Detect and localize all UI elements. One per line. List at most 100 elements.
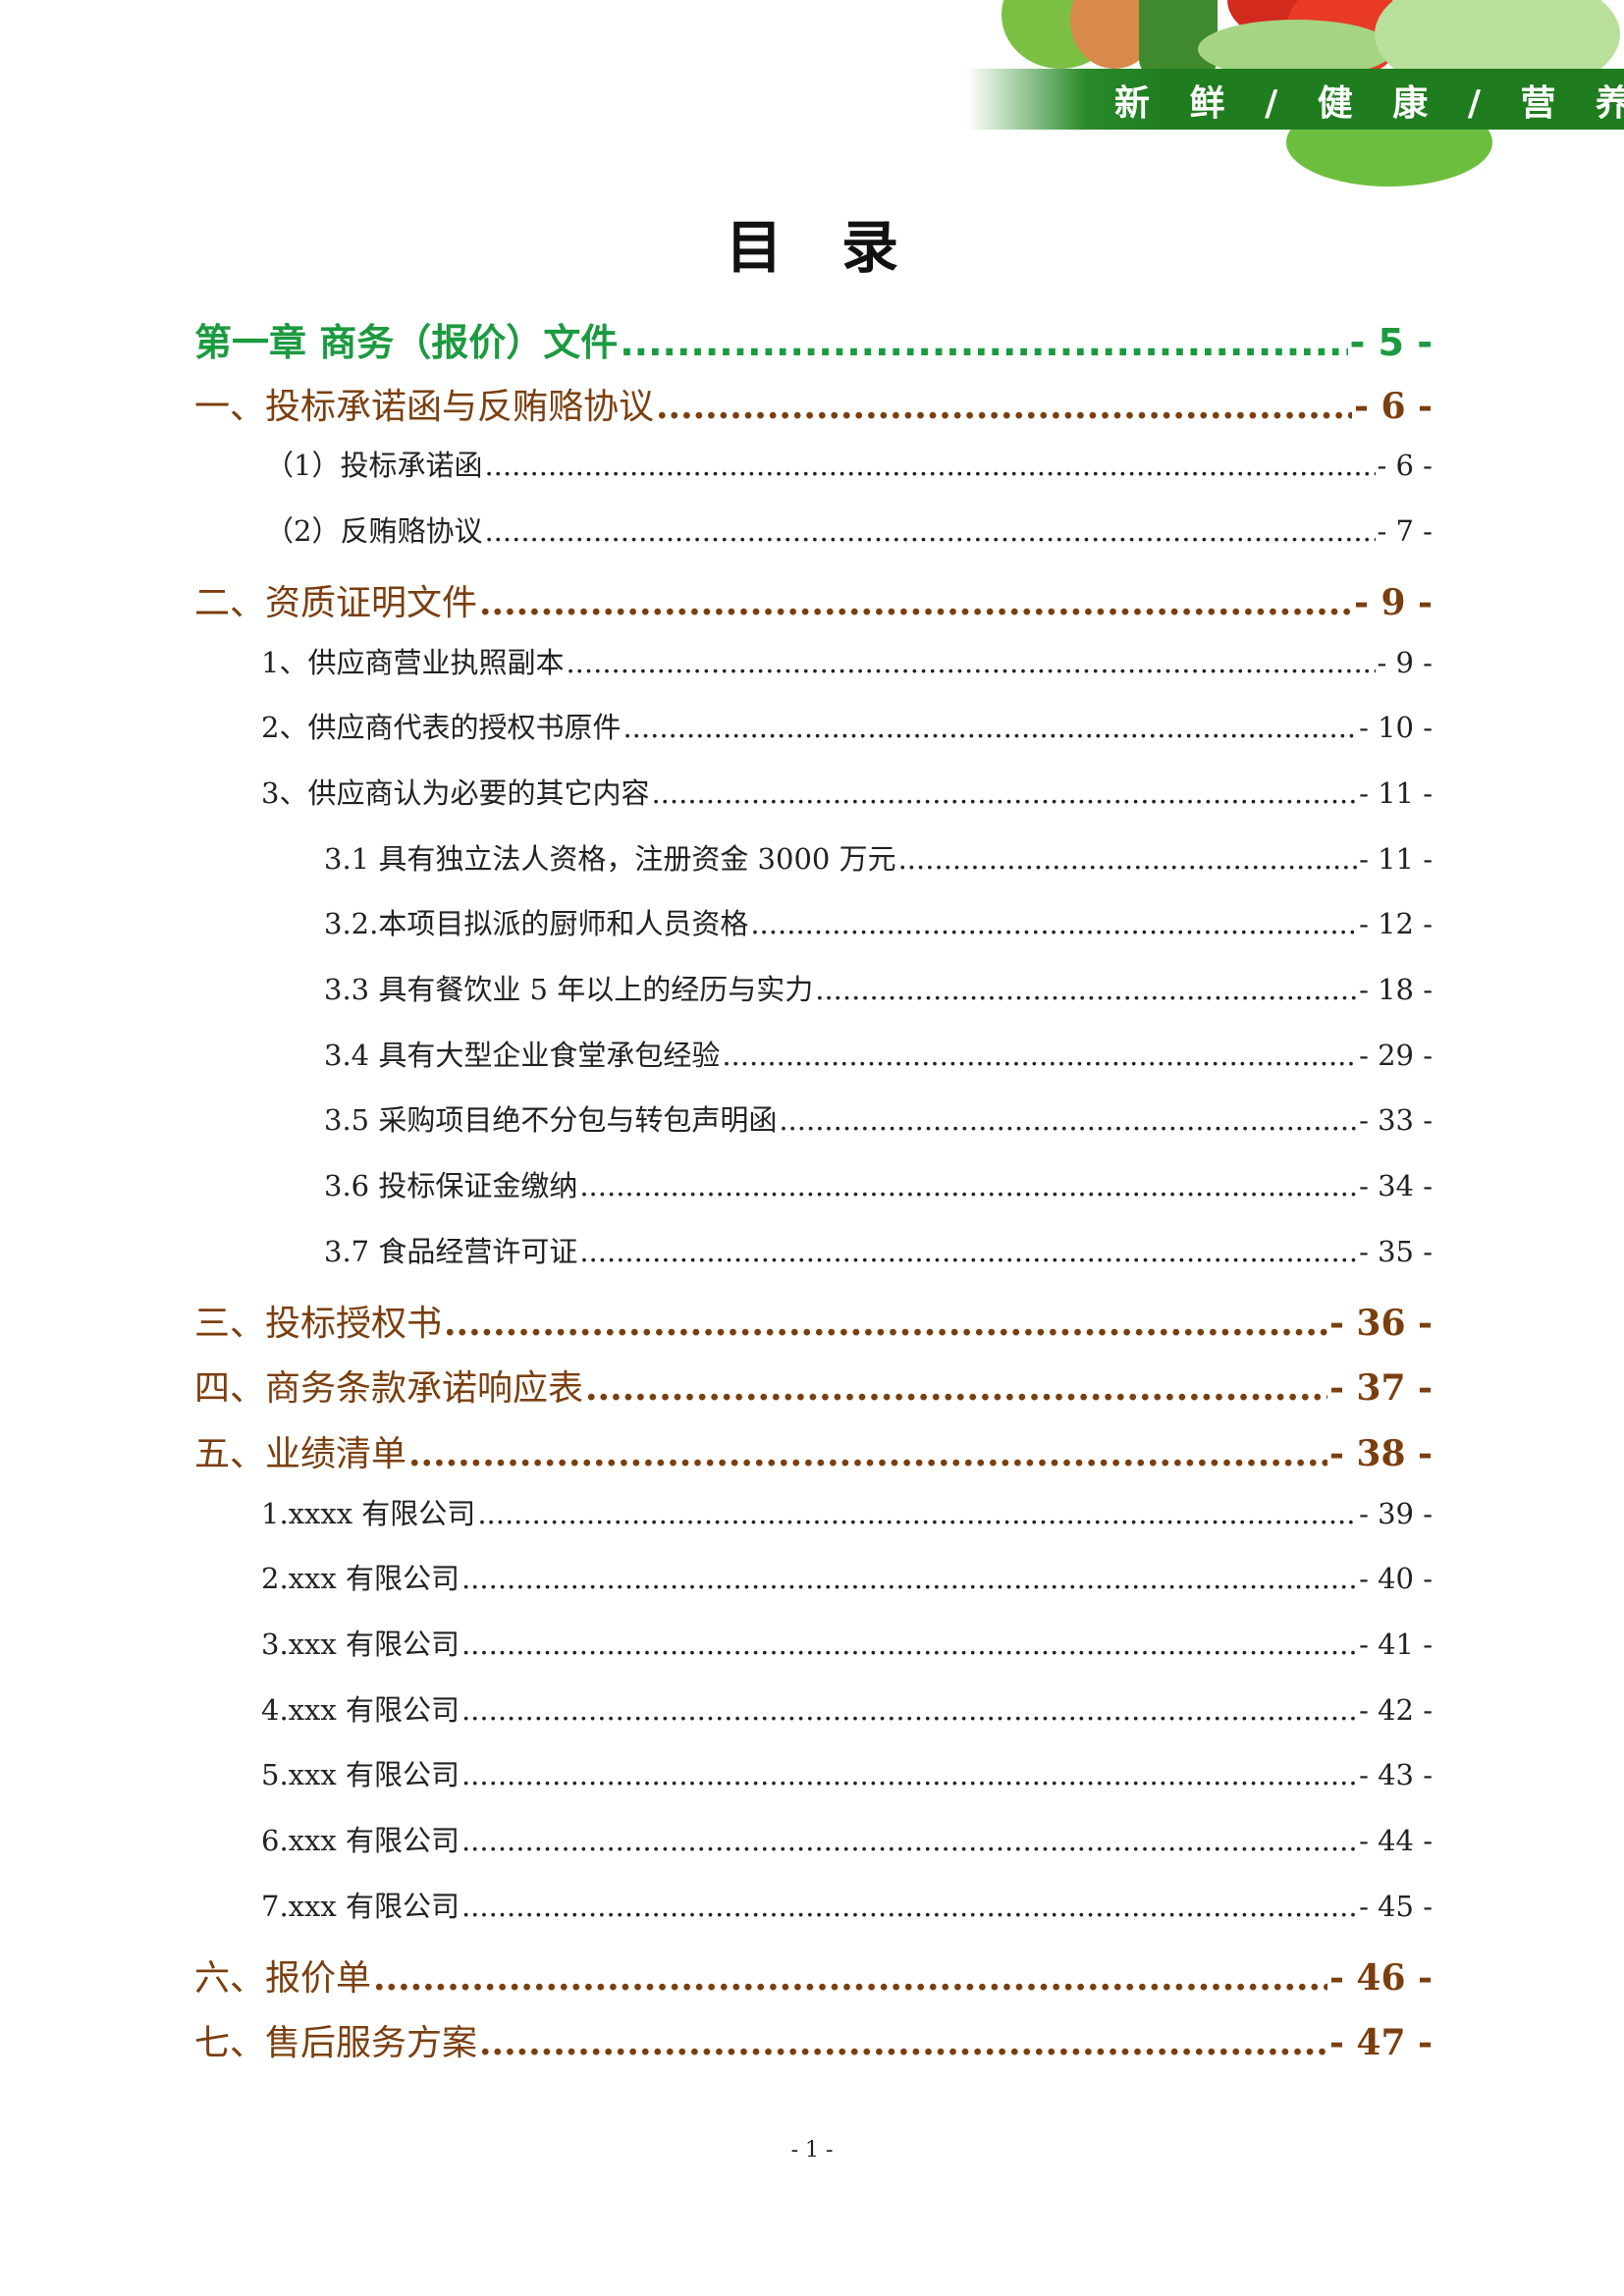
toc-entry[interactable]: （2）反贿赂协议 - 7 - (265, 508, 1433, 550)
toc-entry[interactable]: 六、报价单 - 46 - (194, 1949, 1433, 2001)
toc-entry[interactable]: 6.xxx 有限公司 - 44 - (261, 1818, 1433, 1859)
toc-entry-page: - 42 - (1359, 1692, 1433, 1727)
toc-dot-leader (461, 1758, 1357, 1791)
toc-entry-page: - 45 - (1359, 1889, 1433, 1923)
toc-entry[interactable]: 3.1 具有独立法人资格，注册资金 3000 万元 - 11 - (324, 836, 1433, 878)
toc-entry-label: 二、资质证明文件 (194, 582, 478, 623)
toc-entry-page: - 40 - (1359, 1562, 1433, 1596)
toc-entry[interactable]: 第一章 商务（报价）文件 - 5 - (194, 312, 1433, 366)
toc-entry-label: 3.3 具有餐饮业 5 年以上的经历与实力 (324, 973, 814, 1006)
page-title: 目录 (725, 214, 957, 281)
toc-entry-page: - 38 - (1328, 1432, 1433, 1474)
toc-dot-leader (477, 1497, 1357, 1530)
toc-dot-leader (484, 449, 1375, 482)
toc-dot-leader (656, 386, 1352, 427)
toc-entry-label: 3.2.本项目拟派的厨师和人员资格 (324, 907, 749, 941)
toc-entry[interactable]: 一、投标承诺函与反贿赂协议 - 6 - (194, 378, 1433, 429)
toc-dot-leader (566, 646, 1375, 679)
toc-entry-label: 第一章 商务（报价）文件 (194, 321, 619, 364)
toc-entry[interactable]: 3.4 具有大型企业食堂承包经验 - 29 - (324, 1033, 1433, 1074)
toc-entry-label: 3.4 具有大型企业食堂承包经验 (324, 1038, 721, 1072)
toc-entry[interactable]: 1.xxxx 有限公司 - 39 - (261, 1491, 1433, 1532)
toc-dot-leader (461, 1890, 1357, 1923)
toc-entry-page: - 9 - (1377, 645, 1434, 679)
toc-entry-label: 一、投标承诺函与反贿赂协议 (194, 386, 655, 427)
toc-entry-page: - 10 - (1359, 711, 1433, 745)
toc-entry[interactable]: 二、资质证明文件 - 9 - (194, 574, 1433, 625)
toc-entry-label: （2）反贿赂协议 (265, 514, 483, 549)
toc-entry-page: - 5 - (1349, 321, 1433, 364)
toc-entry[interactable]: 七、售后服务方案 - 47 - (194, 2014, 1433, 2065)
toc-entry-label: 3、供应商认为必要的其它内容 (261, 775, 650, 810)
toc-entry[interactable]: （1）投标承诺函 - 6 - (265, 443, 1433, 484)
toc-entry-label: 3.7 食品经营许可证 (324, 1234, 578, 1268)
toc-dot-leader (461, 1562, 1357, 1595)
toc-entry[interactable]: 2、供应商代表的授权书原件 - 10 - (261, 705, 1433, 746)
toc-entry-page: - 11 - (1359, 775, 1433, 810)
toc-entry-label: 6.xxx 有限公司 (261, 1824, 460, 1858)
toc-entry[interactable]: 7.xxx 有限公司 - 45 - (261, 1884, 1433, 1925)
toc-dot-leader (620, 321, 1347, 364)
page-number: - 1 - (790, 2138, 834, 2163)
toc-entry[interactable]: 3.3 具有餐饮业 5 年以上的经历与实力 - 18 - (324, 967, 1433, 1008)
toc-dot-leader (750, 907, 1357, 940)
toc-entry-page: - 37 - (1328, 1367, 1433, 1410)
toc-dot-leader (815, 973, 1357, 1006)
toc-dot-leader (373, 1957, 1327, 1999)
toc-entry[interactable]: 3.xxx 有限公司 - 41 - (261, 1622, 1433, 1663)
toc-dot-leader (651, 776, 1357, 810)
toc-entry-page: - 39 - (1359, 1496, 1433, 1530)
toc-dot-leader (461, 1693, 1357, 1727)
toc-entry-label: 四、商务条款承诺响应表 (194, 1368, 584, 1410)
toc-entry-label: 3.1 具有独立法人资格，注册资金 3000 万元 (324, 841, 896, 876)
toc-entry[interactable]: 3.5 采购项目绝不分包与转包声明函 - 33 - (324, 1097, 1433, 1139)
toc-dot-leader (408, 1433, 1327, 1474)
toc-entry[interactable]: 五、业绩清单 - 38 - (194, 1425, 1433, 1476)
toc-dot-leader (579, 1235, 1357, 1268)
toc-dot-leader (444, 1303, 1327, 1344)
toc-entry-page: - 29 - (1359, 1038, 1433, 1072)
toc-entry-label: 5.xxx 有限公司 (261, 1758, 460, 1792)
toc-entry[interactable]: 5.xxx 有限公司 - 43 - (261, 1752, 1433, 1793)
slogan-text: 新 鲜 / 健 康 / 营 养 (1114, 83, 1624, 124)
toc-entry-label: 五、业绩清单 (194, 1433, 407, 1474)
toc-dot-leader (623, 711, 1357, 744)
toc-entry-label: 2.xxx 有限公司 (261, 1562, 460, 1596)
slogan-banner (967, 69, 1624, 130)
toc-dot-leader (461, 1628, 1357, 1661)
toc-entry-page: - 6 - (1377, 449, 1434, 483)
toc-dot-leader (484, 514, 1375, 548)
toc-entry-page: - 41 - (1359, 1628, 1433, 1661)
toc-entry-label: 六、报价单 (194, 1957, 372, 1999)
toc-entry[interactable]: 三、投标授权书 - 36 - (194, 1295, 1433, 1346)
toc-dot-leader (585, 1367, 1327, 1409)
toc-entry-page: - 47 - (1328, 2022, 1433, 2064)
vegetable-header-image (962, 0, 1624, 187)
toc-entry[interactable]: 2.xxx 有限公司 - 40 - (261, 1556, 1433, 1597)
toc-entry-page: - 43 - (1359, 1758, 1433, 1792)
toc-entry-page: - 12 - (1359, 907, 1433, 941)
toc-entry[interactable]: 3.6 投标保证金缴纳 - 34 - (324, 1163, 1433, 1204)
toc-entry[interactable]: 3.2.本项目拟派的厨师和人员资格 - 12 - (324, 901, 1433, 942)
toc-entry-label: 3.6 投标保证金缴纳 (324, 1169, 578, 1203)
toc-entry[interactable]: 四、商务条款承诺响应表 - 37 - (194, 1360, 1433, 1411)
toc-dot-leader (461, 1824, 1357, 1857)
toc-entry-page: - 34 - (1359, 1169, 1433, 1203)
toc-entry-label: 三、投标授权书 (194, 1303, 443, 1344)
toc-entry-label: 3.xxx 有限公司 (261, 1628, 460, 1661)
toc-entry-label: 7.xxx 有限公司 (261, 1889, 460, 1923)
toc-entry-label: 1、供应商营业执照副本 (261, 645, 565, 679)
toc-entry-label: （1）投标承诺函 (265, 449, 483, 483)
toc-entry-page: - 44 - (1359, 1824, 1433, 1858)
toc-entry[interactable]: 3.7 食品经营许可证 - 35 - (324, 1229, 1433, 1270)
toc-dot-leader (722, 1039, 1357, 1072)
toc-dot-leader (479, 2022, 1327, 2063)
toc-entry[interactable]: 4.xxx 有限公司 - 42 - (261, 1687, 1433, 1729)
toc-entry-page: - 36 - (1328, 1302, 1433, 1344)
toc-entry-page: - 9 - (1354, 581, 1433, 623)
toc-entry-label: 1.xxxx 有限公司 (261, 1496, 476, 1530)
toc-entry-label: 4.xxx 有限公司 (261, 1692, 460, 1727)
toc-entry-page: - 46 - (1328, 1956, 1433, 1999)
toc-entry[interactable]: 3、供应商认为必要的其它内容 - 11 - (261, 771, 1433, 812)
toc-entry[interactable]: 1、供应商营业执照副本 - 9 - (261, 640, 1433, 681)
